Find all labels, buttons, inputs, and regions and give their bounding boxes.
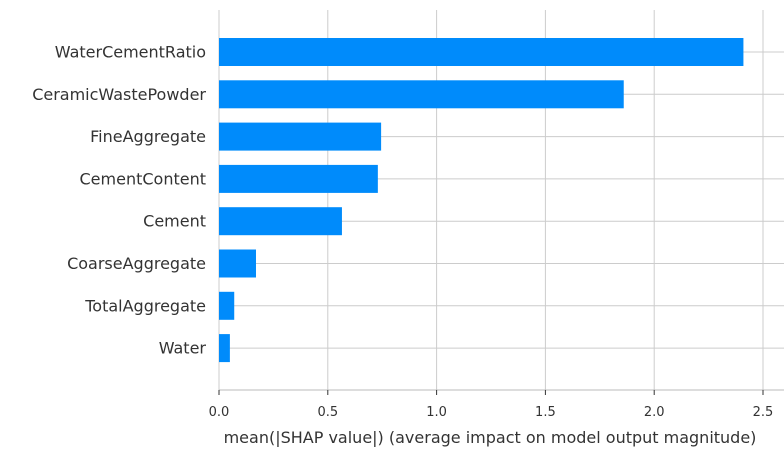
x-axis: 0.0 0.5 1.0 1.5 2.0 2.5 bbox=[209, 389, 784, 420]
x-tick-label-4: 2.0 bbox=[644, 405, 665, 420]
category-labels: WaterCementRatio CeramicWastePowder FineAg… bbox=[32, 43, 206, 358]
category-label-Water: Water bbox=[159, 339, 207, 358]
grid-layer bbox=[218, 10, 784, 390]
category-label-Cement: Cement bbox=[143, 212, 206, 231]
category-label-CementContent: CementContent bbox=[80, 169, 207, 188]
category-label-WaterCementRatio: WaterCementRatio bbox=[55, 43, 206, 62]
category-label-CeramicWastePowder: CeramicWastePowder bbox=[32, 85, 206, 104]
x-axis-title: mean(|SHAP value|) (average impact on mo… bbox=[224, 428, 757, 447]
x-tick-label-5: 2.5 bbox=[753, 405, 774, 420]
bar-Water bbox=[219, 334, 230, 363]
bar-TotalAggregate bbox=[219, 291, 235, 320]
bar-layer bbox=[219, 38, 744, 363]
category-label-FineAggregate: FineAggregate bbox=[90, 127, 206, 146]
x-tick-label-3: 1.5 bbox=[535, 405, 556, 420]
x-tick-label-1: 0.5 bbox=[317, 405, 338, 420]
category-label-CoarseAggregate: CoarseAggregate bbox=[67, 254, 206, 273]
bar-Cement bbox=[219, 207, 342, 236]
x-tick-label-0: 0.0 bbox=[209, 405, 230, 420]
bar-CeramicWastePowder bbox=[219, 80, 624, 109]
bar-CementContent bbox=[219, 164, 378, 193]
category-label-TotalAggregate: TotalAggregate bbox=[84, 296, 206, 315]
bar-FineAggregate bbox=[219, 122, 382, 151]
bar-CoarseAggregate bbox=[219, 249, 256, 278]
bar-WaterCementRatio bbox=[219, 38, 744, 66]
x-tick-label-2: 1.0 bbox=[426, 405, 447, 420]
